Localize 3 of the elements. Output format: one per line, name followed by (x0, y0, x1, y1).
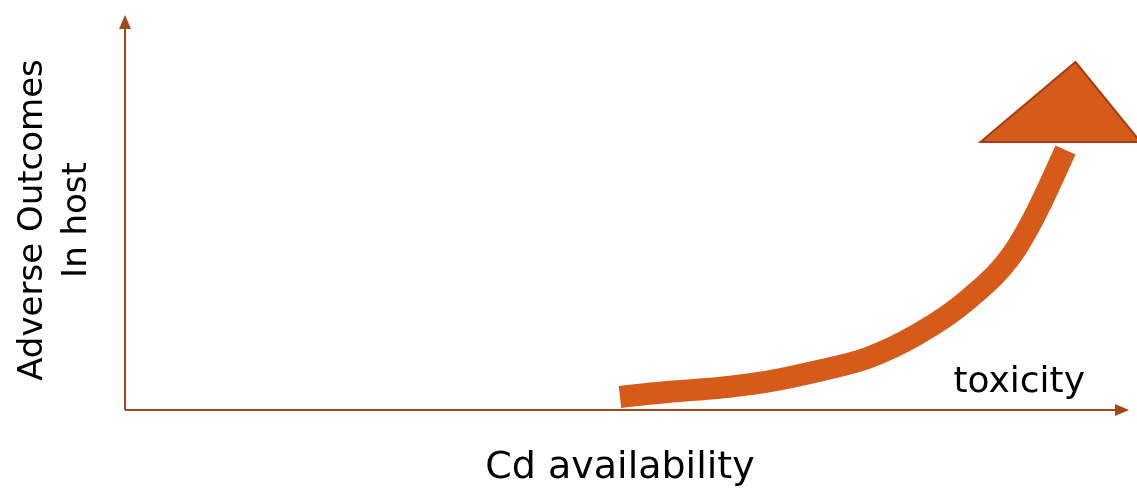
y-axis-title: Adverse Outcomes In host (10, 59, 94, 381)
x-axis-title: Cd availability (485, 443, 755, 487)
annotation: toxicity (953, 359, 1085, 400)
